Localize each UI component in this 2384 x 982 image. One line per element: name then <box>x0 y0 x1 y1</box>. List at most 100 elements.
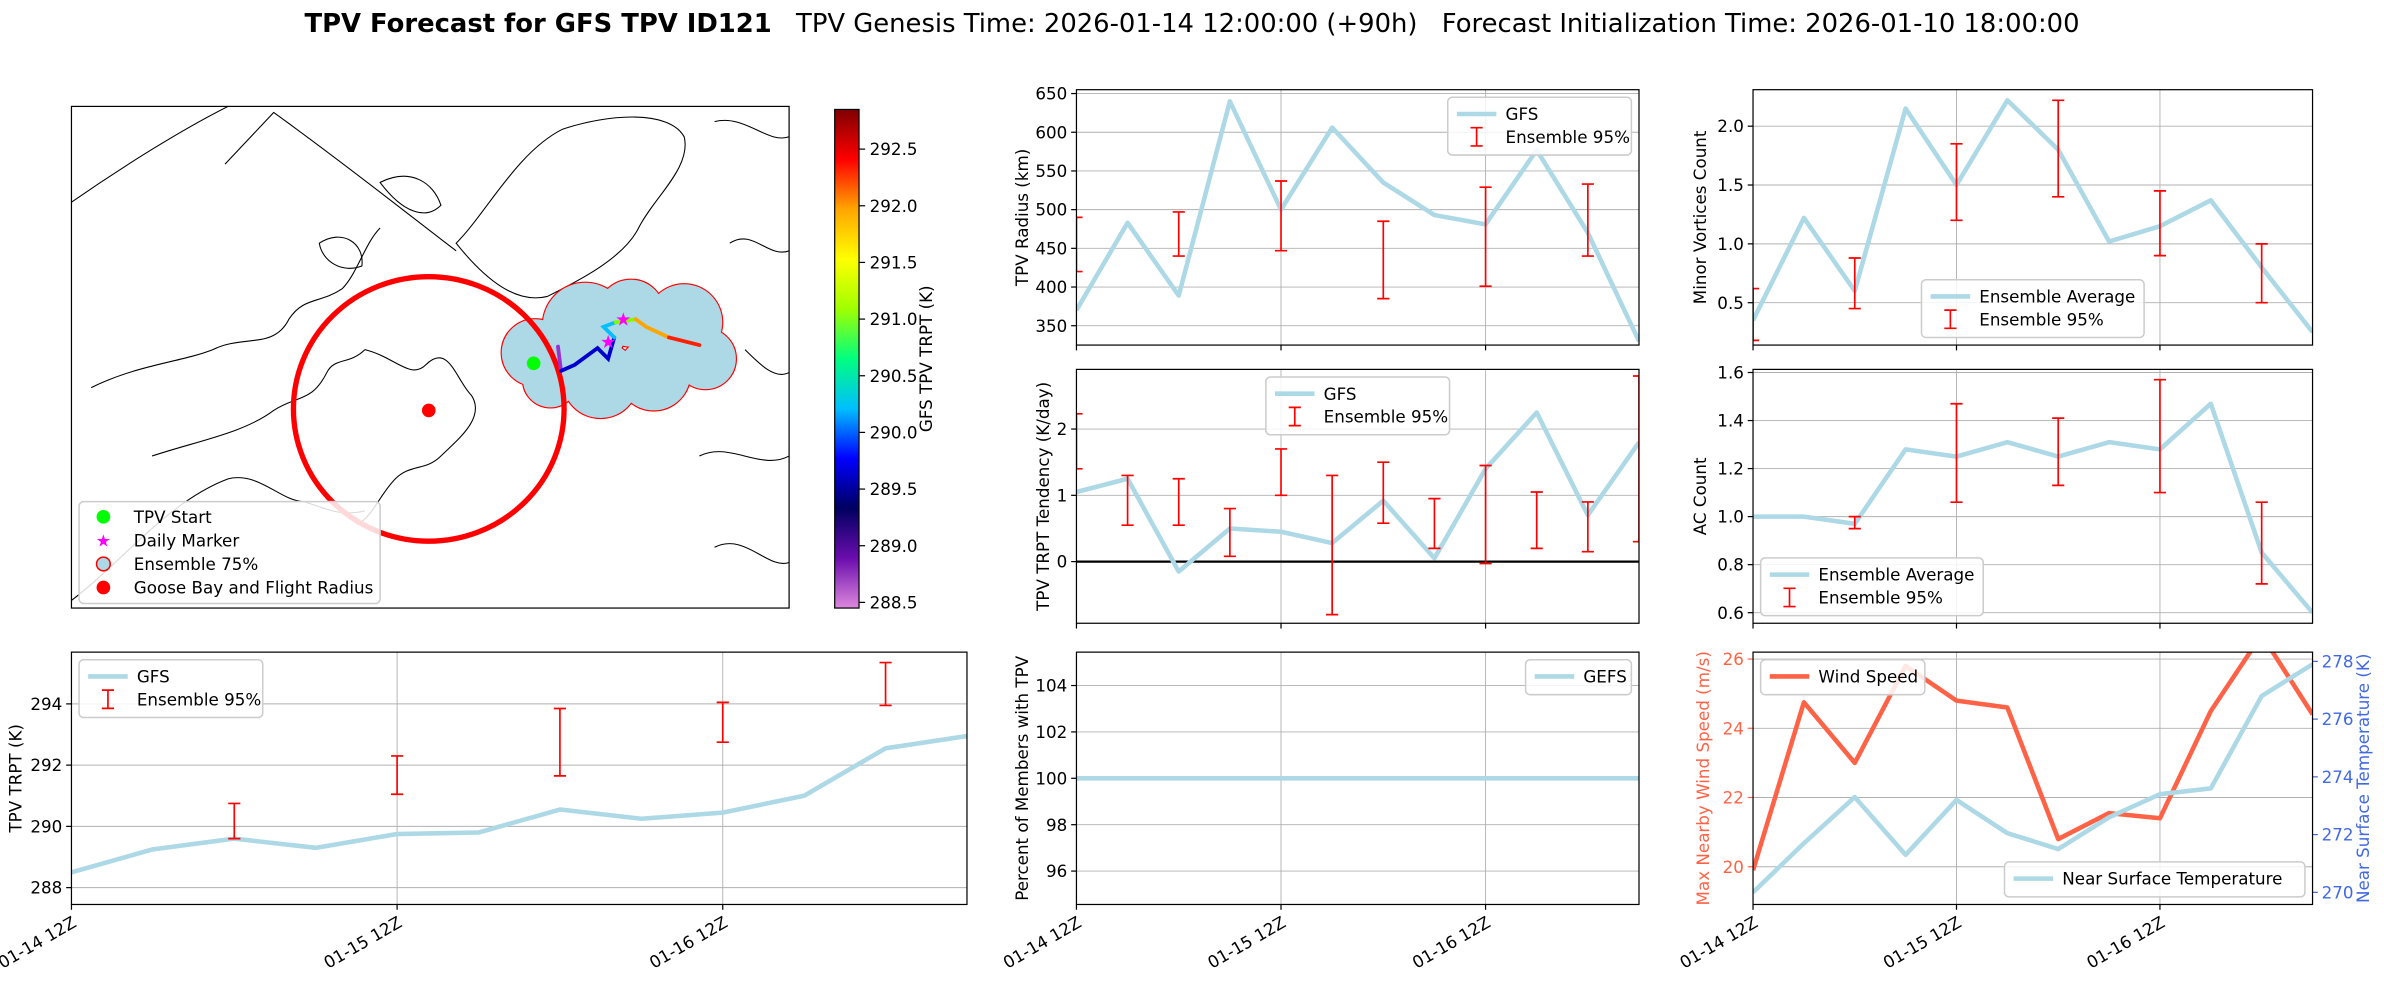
legend: GFS Ensemble 95% <box>1446 96 1633 156</box>
x-tick-label: 01-14 12Z <box>0 912 80 973</box>
y-tick-label: 292 <box>30 755 62 775</box>
legend-box <box>1759 557 1984 617</box>
legend: GFS Ensemble 95% <box>1265 376 1451 436</box>
line <box>1753 401 2313 615</box>
plot-frame <box>1075 89 1640 346</box>
error-bar <box>1076 216 1083 273</box>
x-tick-label: 01-16 12Z <box>1409 912 1494 973</box>
coastline <box>357 349 476 525</box>
y-tick-label: 100 <box>1035 768 1067 788</box>
error-bar <box>2153 190 2167 257</box>
y-tick-label: 2 <box>1057 419 1068 439</box>
y-tick-label: 550 <box>1035 161 1067 181</box>
y-axis-label: TPV TRPT Tendency (K/day) <box>1033 382 1053 612</box>
error-bar <box>1076 412 1083 470</box>
y-tick-label: 22 <box>1723 788 1744 808</box>
y2-tick-label: 272 <box>2322 825 2354 845</box>
error-bar <box>228 802 241 840</box>
legend-label: Ensemble 95% <box>1506 127 1630 147</box>
error-bar <box>1121 474 1134 526</box>
colorbar: 288.5 289.0 289.5 290.0 290.5 291.0 291.5 292.0… <box>834 108 936 612</box>
y-axis-label: TPV TRPT (K) <box>5 724 25 833</box>
error-bar <box>1581 183 1594 257</box>
line <box>71 733 967 875</box>
graticule <box>224 111 457 252</box>
x-tick-label: 01-16 12Z <box>2083 912 2168 973</box>
plot-area <box>71 661 967 875</box>
legend-box <box>2003 861 2306 898</box>
x-tick-label: 01-14 12Z <box>1676 912 1761 973</box>
legend-label: GFS <box>137 667 170 687</box>
error-bar <box>1479 464 1492 565</box>
x-tick-label: 01-15 12Z <box>1204 912 1289 973</box>
chart-panel: 0.5 1.0 1.5 2.0 Minor Vortices Count Ensemble… <box>1690 89 2314 351</box>
legend-marker <box>96 580 111 595</box>
x-tick-label: 01-15 12Z <box>320 912 405 973</box>
plot-frame <box>1075 651 1640 906</box>
legend-label: Ensemble 75% <box>134 554 258 574</box>
legend: GEFS <box>1524 658 1633 696</box>
legend: Wind Speed <box>1759 658 1926 696</box>
colorbar-tick-label: 291.0 <box>870 309 918 329</box>
legend-label: Ensemble 95% <box>1979 309 2103 329</box>
page-title: TPV Forecast for GFS TPV ID121 TPV Genesi… <box>304 9 2079 39</box>
y2-axis-label: Near Surface Temperature (K) <box>2353 654 2373 903</box>
title: TPV Forecast for GFS TPV ID121 <box>304 9 771 39</box>
error-bar <box>879 661 892 707</box>
colorbar-tick-label: 292.0 <box>870 196 918 216</box>
legend-label: Ensemble 95% <box>137 689 261 709</box>
y-tick-label: 0 <box>1057 552 1068 572</box>
y-tick-label: 350 <box>1035 316 1067 336</box>
error-bar <box>1479 186 1492 288</box>
error-bar <box>2052 99 2065 198</box>
plot-area <box>1076 99 1639 343</box>
legend-marker: ★ <box>96 530 111 550</box>
plot-frame <box>70 651 968 906</box>
y-axis-label: Percent of Members with TPV <box>1012 655 1032 901</box>
y-tick-label: 288 <box>30 878 62 898</box>
y-tick-label: 0.6 <box>1717 603 1744 623</box>
y-tick-label: 1.5 <box>1717 175 1744 195</box>
error-bar <box>1950 142 1963 222</box>
coastline <box>699 119 790 564</box>
legend-box <box>1920 278 2145 339</box>
graticule <box>71 106 229 203</box>
line <box>1753 662 2313 894</box>
error-bar <box>1172 477 1185 526</box>
y2-tick-label: 276 <box>2322 709 2354 729</box>
legend-label: GEFS <box>1583 667 1626 687</box>
y-tick-label: 1.2 <box>1717 459 1744 479</box>
colorbar-tick-label: 289.0 <box>870 536 918 556</box>
y-tick-label: 26 <box>1723 649 1744 669</box>
y2-tick-label: 274 <box>2322 767 2354 787</box>
greenland <box>455 116 686 299</box>
y-tick-label: 96 <box>1046 861 1067 881</box>
legend-label: Goose Bay and Flight Radius <box>134 578 373 598</box>
error-bar <box>1377 461 1390 525</box>
x-tick-label: 01-16 12Z <box>646 912 731 973</box>
colorbar-tick-label: 292.5 <box>870 139 918 159</box>
legend-label: TPV Start <box>133 507 212 527</box>
legend-label: GFS <box>1506 104 1539 124</box>
error-bar <box>1274 448 1288 497</box>
y-tick-label: 20 <box>1723 857 1744 877</box>
chart-panel: 350 400 450 500 550 600 650 TPV Radius (km) GFS E… <box>1012 84 1640 351</box>
legend-label: Ensemble Average <box>1818 565 1974 585</box>
error-bar <box>1223 507 1236 558</box>
y-tick-label: 0.5 <box>1717 293 1744 313</box>
legend-errorbar <box>101 689 115 710</box>
y-tick-label: 98 <box>1046 815 1067 835</box>
error-bar <box>1950 402 1963 504</box>
error-bar <box>1428 497 1441 550</box>
map-legend: TPV Start ★ Daily Marker Ensemble 75% Goose … <box>78 500 381 605</box>
legend-label: Ensemble Average <box>1979 287 2135 307</box>
error-bar <box>2153 378 2167 494</box>
chart-panel: 01-14 12Z 01-15 12Z 01-16 12Z 20 22 24 26 270 27… <box>1676 649 2373 973</box>
error-bar <box>1377 220 1390 300</box>
y-tick-label: 650 <box>1035 84 1067 104</box>
plot-frame <box>1752 89 2314 346</box>
error-bar <box>1753 287 1760 342</box>
colorbar-label: GFS TPV TRPT (K) <box>916 285 936 432</box>
